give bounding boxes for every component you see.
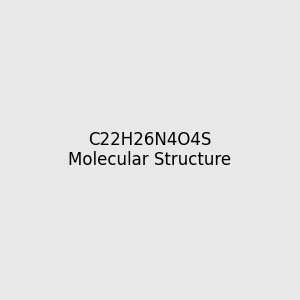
- Text: C22H26N4O4S
Molecular Structure: C22H26N4O4S Molecular Structure: [68, 130, 232, 170]
